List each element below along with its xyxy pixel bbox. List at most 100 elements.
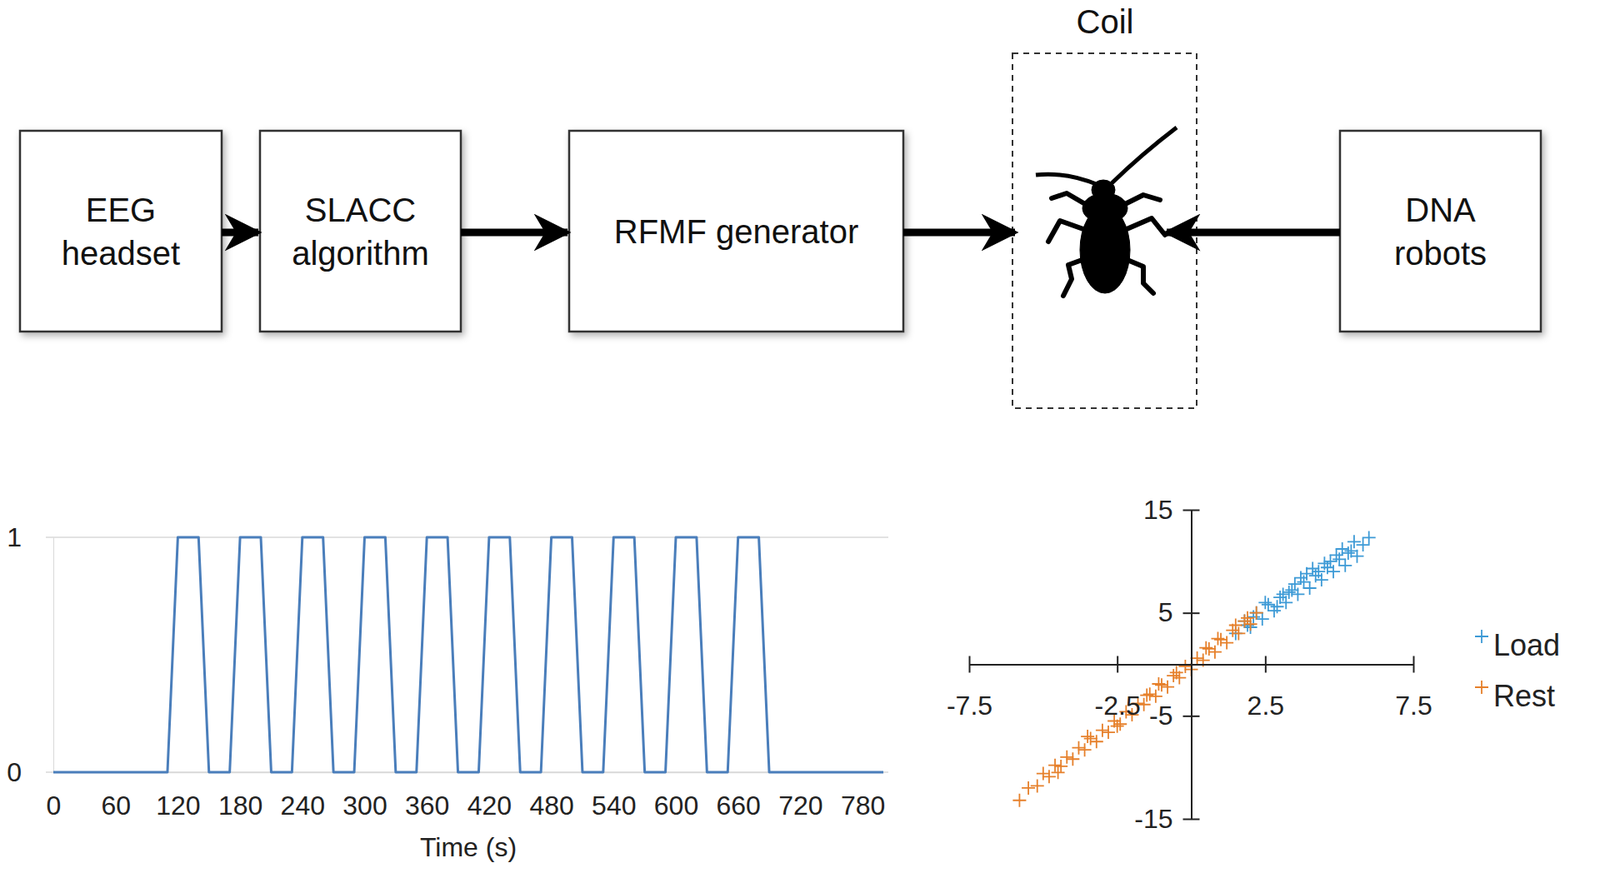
scatter-point [1300, 567, 1314, 581]
x-tick: 300 [342, 772, 387, 821]
x-tick-label: 600 [654, 790, 699, 821]
x-axis-title: Time (s) [420, 832, 517, 863]
y-axis: 01 [6, 522, 54, 788]
scatter-point [1311, 565, 1325, 579]
scatter-point [1347, 535, 1361, 549]
plot-area [1012, 530, 1375, 807]
x-tick: 180 [218, 772, 263, 821]
x-tick: 540 [591, 772, 636, 821]
x-tick: 720 [778, 772, 823, 821]
x-tick-label: -7.5 [946, 690, 993, 721]
scatter-point [1315, 573, 1329, 587]
scatter-point [1095, 724, 1110, 738]
grid-line [45, 536, 889, 539]
arrow [460, 229, 568, 237]
y-tick: 5 [1158, 597, 1200, 628]
scatter-point [1199, 641, 1213, 655]
scatter-point [1151, 677, 1165, 691]
scatter-point [1303, 581, 1317, 595]
scatter-point [1190, 651, 1205, 665]
scatter-point [1051, 765, 1065, 780]
x-tick: 360 [405, 772, 450, 821]
x-tick-label: 180 [218, 790, 263, 821]
figure: EEGheadsetSLACCalgorithm RFMF generator DN… [0, 0, 1600, 883]
x-tick: -7.5 [946, 656, 993, 722]
x-tick: 240 [280, 772, 325, 821]
scatter-point [1288, 577, 1302, 591]
scatter-point [1261, 598, 1275, 612]
legend-marker [1475, 680, 1489, 695]
box: RFMF generator [569, 130, 904, 332]
x-tick: 600 [654, 772, 699, 821]
legend: LoadRest [1475, 628, 1560, 714]
x-tick-label: 60 [100, 790, 131, 821]
scatter-point [1080, 730, 1095, 744]
x-tick: -2.5 [1095, 656, 1141, 722]
x-tick-mark [1116, 656, 1119, 674]
box: EEGheadset [20, 130, 222, 332]
box-frame [569, 130, 904, 332]
y-tick: -15 [1134, 804, 1200, 835]
arrow [221, 229, 259, 237]
y-tick-label: 15 [1143, 495, 1174, 525]
scatter-point [1240, 611, 1255, 625]
y-tick: 0 [6, 757, 54, 788]
scatter-point [1065, 752, 1080, 766]
x-tick: 60 [100, 772, 131, 821]
scatter-point [1166, 669, 1180, 683]
scatter-point [1030, 779, 1045, 793]
x-tick: 120 [155, 772, 200, 821]
x-tick-label: 420 [467, 790, 512, 821]
scatter-point [1255, 612, 1270, 626]
scatter-point [1350, 550, 1364, 564]
y-tick: 1 [6, 522, 54, 553]
y-tick-label: 0 [6, 757, 22, 788]
box-label: SLACC [305, 191, 416, 229]
x-tick-label: 120 [155, 790, 200, 821]
scatter-point [1231, 626, 1245, 640]
x-axis: 060120180240300360420480540600660720780 [46, 772, 886, 821]
plot-area [53, 537, 884, 773]
diagram: EEGheadsetSLACCalgorithm RFMF generator DN… [20, 3, 1541, 409]
scatter-point [1170, 665, 1184, 680]
x-tick-label: 7.5 [1395, 690, 1432, 721]
scatter-point [1054, 760, 1068, 774]
x-tick: 420 [467, 772, 512, 821]
x-tick: 480 [529, 772, 574, 821]
scatter-point [1101, 725, 1115, 740]
scatter-point [1276, 587, 1290, 601]
data-line [53, 537, 884, 773]
legend-label: Rest [1493, 679, 1555, 714]
y-axis-line [1190, 510, 1193, 820]
beetle-icon [1035, 127, 1177, 296]
scatter-point [1021, 781, 1035, 795]
scatter-point [1317, 556, 1331, 570]
scatter-point [1270, 600, 1285, 614]
y-axis: -15 -5 5 15 [1134, 495, 1200, 835]
box-label: RFMF generator [614, 213, 859, 250]
box-frame [1340, 130, 1541, 332]
box: SLACCalgorithm [260, 130, 461, 332]
y-tick-label: 1 [6, 522, 22, 553]
x-tick-label: 480 [529, 790, 574, 821]
x-tick-label: 780 [840, 790, 885, 821]
x-tick-label: 300 [342, 790, 387, 821]
x-axis: -7.5-2.52.57.5 [946, 656, 1433, 722]
x-tick: 0 [46, 772, 62, 821]
x-tick-mark [1265, 656, 1267, 674]
box-label: DNA [1405, 191, 1476, 229]
x-tick: 7.5 [1395, 656, 1432, 722]
legend-marker [1475, 630, 1489, 644]
scatter-point [1060, 750, 1074, 765]
scatter-point [1330, 548, 1344, 562]
scatter-point [1155, 678, 1169, 692]
x-tick-mark [969, 656, 971, 674]
x-tick-label: 540 [591, 790, 636, 821]
box-label: EEG [85, 191, 156, 229]
scatter-point [1036, 767, 1050, 781]
arrow [903, 229, 1015, 237]
scatter-point [1229, 619, 1243, 633]
y-tick-label: -5 [1149, 700, 1173, 731]
y-tick-label: -15 [1134, 804, 1173, 835]
scatter-point [1214, 633, 1228, 647]
